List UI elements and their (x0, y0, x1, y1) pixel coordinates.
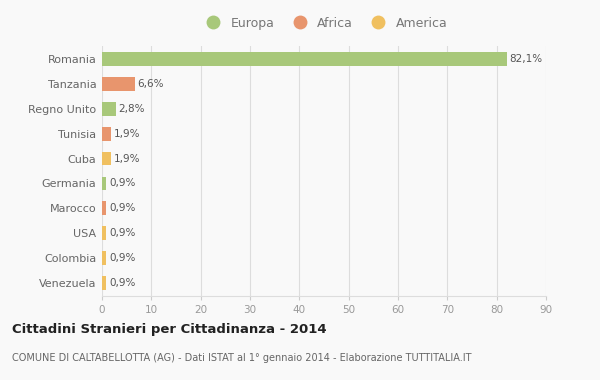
Bar (102, 77, 134, 91)
Text: 1,9%: 1,9% (114, 129, 140, 139)
Text: 0,9%: 0,9% (109, 278, 135, 288)
Bar (102, 276, 106, 290)
Text: 1,9%: 1,9% (114, 154, 140, 163)
Text: COMUNE DI CALTABELLOTTA (AG) - Dati ISTAT al 1° gennaio 2014 - Elaborazione TUTT: COMUNE DI CALTABELLOTTA (AG) - Dati ISTA… (12, 353, 472, 363)
Legend: Europa, Africa, America: Europa, Africa, America (196, 12, 452, 35)
Bar (102, 127, 112, 141)
Bar (102, 226, 106, 240)
Text: 0,9%: 0,9% (109, 228, 135, 238)
Text: 0,9%: 0,9% (109, 203, 135, 213)
Text: 6,6%: 6,6% (137, 79, 164, 89)
Bar (102, 177, 106, 190)
Text: 82,1%: 82,1% (509, 54, 542, 64)
Text: 0,9%: 0,9% (109, 179, 135, 188)
Bar (102, 102, 116, 116)
Text: 0,9%: 0,9% (109, 253, 135, 263)
Bar (102, 201, 106, 215)
Text: Cittadini Stranieri per Cittadinanza - 2014: Cittadini Stranieri per Cittadinanza - 2… (12, 323, 326, 336)
Bar (102, 251, 106, 265)
Bar (102, 52, 507, 66)
Bar (102, 152, 112, 165)
Text: 2,8%: 2,8% (118, 104, 145, 114)
